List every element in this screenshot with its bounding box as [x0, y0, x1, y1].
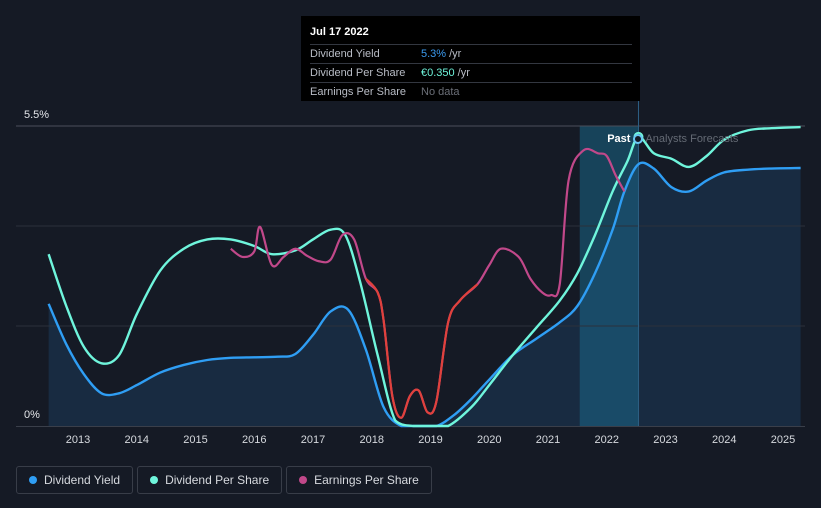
legend-label: Earnings Per Share — [314, 473, 419, 487]
forecast-label: Analysts Forecasts — [645, 133, 738, 145]
area-fills — [48, 162, 801, 426]
legend-dot-icon — [299, 476, 308, 484]
series-line-earnings-negative-segment — [365, 277, 479, 419]
x-tick-label: 2025 — [771, 434, 795, 446]
tooltip-value: €0.350 — [421, 67, 455, 79]
x-tick-label: 2015 — [183, 434, 207, 446]
legend-dividend-yield[interactable]: Dividend Yield — [16, 466, 134, 494]
x-tick-label: 2024 — [712, 434, 736, 446]
legend-label: Dividend Yield — [44, 473, 121, 487]
x-tick-label: 2016 — [242, 434, 266, 446]
legend-label: Dividend Per Share — [165, 473, 270, 487]
tooltip-label: Dividend Per Share — [310, 67, 406, 79]
tooltip: Jul 17 2022 Dividend Yield 5.3% /yr Divi… — [301, 16, 640, 101]
x-axis: 2013 2014 2015 2016 2017 2018 2019 2020 2021 2022… — [66, 434, 795, 446]
legend: Dividend Yield Dividend Per Share Earnin… — [16, 466, 436, 494]
dividend-yield-area — [48, 162, 801, 426]
forecast-shading — [579, 126, 639, 426]
x-tick-label: 2018 — [360, 434, 384, 446]
x-tick-label: 2019 — [418, 434, 442, 446]
x-tick-label: 2022 — [595, 434, 619, 446]
tooltip-row-earnings-per-share: Earnings Per Share No data — [310, 82, 632, 101]
tooltip-unit: /yr — [457, 67, 470, 79]
tooltip-value: 5.3% — [421, 48, 447, 60]
tooltip-label: Earnings Per Share — [310, 86, 406, 98]
legend-dot-icon — [150, 476, 159, 484]
x-tick-label: 2017 — [301, 434, 325, 446]
legend-earnings-per-share[interactable]: Earnings Per Share — [286, 466, 432, 494]
tooltip-label: Dividend Yield — [310, 48, 380, 60]
gridlines — [16, 125, 805, 427]
x-tick-label: 2013 — [66, 434, 90, 446]
series-line-dividend-per-share — [47, 125, 801, 428]
legend-dot-icon — [29, 476, 37, 484]
tooltip-row-dividend-per-share: Dividend Per Share €0.350 /yr — [310, 63, 632, 82]
y-axis: 5.5% 0% — [24, 109, 49, 421]
x-tick-label: 2014 — [125, 434, 149, 446]
tooltip-unit: /yr — [449, 48, 462, 60]
y-tick-label: 0% — [24, 409, 40, 421]
x-tick-label: 2020 — [477, 434, 501, 446]
x-tick-label: 2023 — [653, 434, 677, 446]
past-label: Past — [607, 133, 631, 145]
dividend-yield-marker — [632, 134, 643, 144]
series-lines — [47, 125, 801, 428]
tooltip-date: Jul 17 2022 — [310, 26, 369, 38]
tooltip-value: No data — [421, 86, 460, 98]
x-tick-label: 2021 — [536, 434, 560, 446]
tooltip-row-dividend-yield: Dividend Yield 5.3% /yr — [310, 44, 632, 63]
current-markers — [632, 131, 644, 144]
legend-dividend-per-share[interactable]: Dividend Per Share — [137, 466, 283, 494]
y-tick-label: 5.5% — [24, 109, 49, 121]
